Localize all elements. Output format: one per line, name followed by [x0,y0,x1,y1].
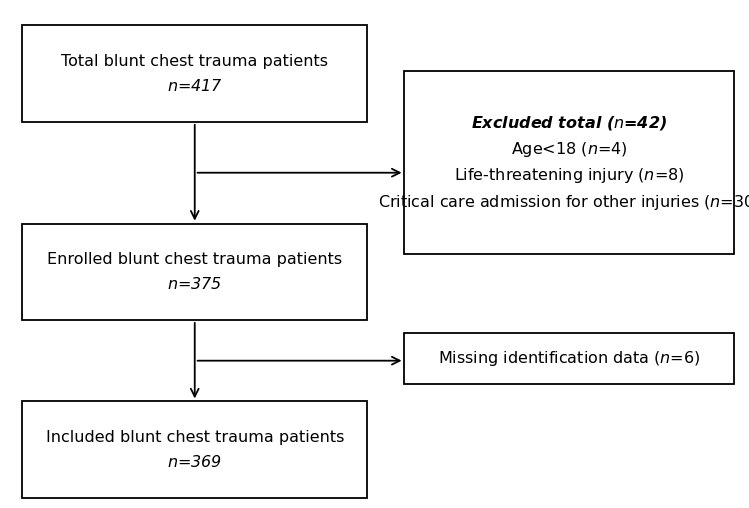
Text: $n$=375: $n$=375 [167,276,222,292]
Text: Excluded total ($n$=42): Excluded total ($n$=42) [471,114,667,132]
FancyBboxPatch shape [22,25,367,122]
Text: Age<18 ($n$=4): Age<18 ($n$=4) [511,140,628,159]
Text: Included blunt chest trauma patients: Included blunt chest trauma patients [46,430,344,445]
FancyBboxPatch shape [22,401,367,498]
FancyBboxPatch shape [404,333,734,384]
Text: Total blunt chest trauma patients: Total blunt chest trauma patients [61,54,328,69]
Text: $n$=369: $n$=369 [167,454,222,470]
Text: Missing identification data ($n$=6): Missing identification data ($n$=6) [438,348,700,368]
Text: Critical care admission for other injuries ($n$=30): Critical care admission for other injuri… [378,193,749,212]
Text: $n$=417: $n$=417 [167,78,222,94]
FancyBboxPatch shape [404,71,734,254]
Text: Enrolled blunt chest trauma patients: Enrolled blunt chest trauma patients [47,252,342,267]
FancyBboxPatch shape [22,224,367,320]
Text: Life-threatening injury ($n$=8): Life-threatening injury ($n$=8) [454,166,685,185]
